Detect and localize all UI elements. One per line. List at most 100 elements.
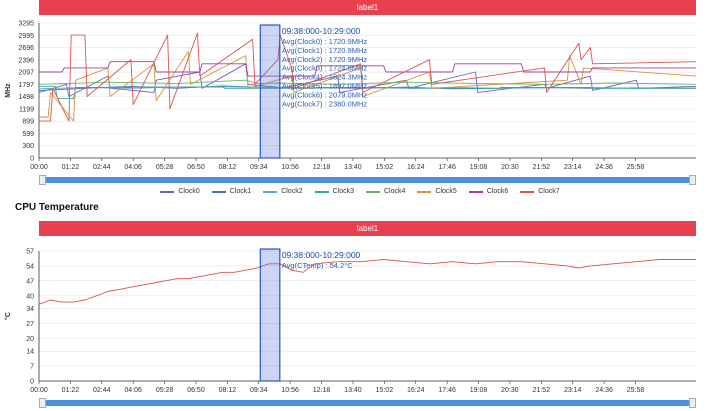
y-tick-label: 2097 <box>18 70 34 77</box>
legend-label: Clock5 <box>435 188 457 195</box>
bottom-scroller-left-handle[interactable] <box>39 398 46 408</box>
x-tick-label: 20:30 <box>501 164 519 171</box>
y-tick-label: 0 <box>30 156 34 163</box>
legend-item-clock3[interactable]: Clock3 <box>314 188 354 195</box>
top-range-scroller[interactable] <box>39 175 696 185</box>
x-tick-label: 17:46 <box>438 164 456 171</box>
x-tick-label: 21:52 <box>533 164 551 171</box>
legend-swatch <box>366 190 380 193</box>
x-tick-label: 00:00 <box>30 164 48 171</box>
y-tick-label: 47 <box>26 278 34 285</box>
series-line-clock4 <box>38 79 697 85</box>
tooltip-line: Avg(Clock5) : 1897.0MHz <box>282 82 368 91</box>
tooltip-line: Avg(Clock6) : 2079.0MHz <box>282 90 368 99</box>
x-tick-label: 24:36 <box>595 387 613 394</box>
x-tick-label: 02:44 <box>93 164 111 171</box>
series-line-clock6 <box>39 61 696 77</box>
x-tick-label: 24:36 <box>595 164 613 171</box>
top-scroller-track[interactable] <box>45 177 690 183</box>
section-heading-cpu-temperature: CPU Temperature <box>15 202 99 213</box>
x-tick-label: 01:22 <box>62 387 80 394</box>
y-tick-label: 40 <box>26 293 34 300</box>
x-tick-label: 06:50 <box>187 387 205 394</box>
y-tick-label: 1797 <box>18 82 34 89</box>
x-tick-label: 21:52 <box>533 387 551 394</box>
series-line-clock3 <box>39 85 696 100</box>
y-tick-label: 1498 <box>18 94 34 101</box>
x-tick-label: 17:46 <box>438 387 456 394</box>
y-tick-label: 300 <box>22 143 34 150</box>
x-tick-label: 09:34 <box>250 164 268 171</box>
legend-label: Clock2 <box>281 188 303 195</box>
y-tick-label: 7 <box>30 364 34 371</box>
x-tick-label: 04:06 <box>124 164 142 171</box>
top-scroller-left-handle[interactable] <box>39 175 46 185</box>
series-line-clock7 <box>39 32 697 122</box>
x-tick-label: 12:18 <box>313 164 331 171</box>
tooltip-line: Avg(CTemp) : 54.2°C <box>282 261 353 270</box>
x-tick-label: 05:28 <box>156 164 174 171</box>
y-tick-label: 899 <box>22 119 34 126</box>
x-tick-label: 09:34 <box>250 387 268 394</box>
x-tick-label: 13:40 <box>344 387 362 394</box>
legend-swatch <box>314 190 329 193</box>
x-tick-label: 15:02 <box>376 387 394 394</box>
legend-swatch <box>468 190 483 193</box>
legend-swatch <box>160 190 175 193</box>
x-tick-label: 19:08 <box>470 387 488 394</box>
tooltip-line: Avg(Clock1) : 1720.9MHz <box>282 46 368 55</box>
y-tick-label: 2995 <box>18 33 34 40</box>
bottom-scroller-track[interactable] <box>45 400 690 406</box>
x-tick-label: 25:58 <box>627 164 645 171</box>
bottom-scroller-right-handle[interactable] <box>689 398 696 408</box>
tooltip-line: Avg(Clock4) : 1824.3MHz <box>282 73 368 82</box>
legend-label: Clock1 <box>229 188 252 195</box>
cpu-temperature-chart: 0 7 14 20 27 34 40 47 54 57 °C 00:00 01:22 02:44 04:06… <box>4 248 696 394</box>
selection-highlight <box>259 24 281 159</box>
series-line-ctemp <box>38 259 696 305</box>
legend-item-clock1[interactable]: Clock1 <box>211 188 252 195</box>
x-tick-label: 02:44 <box>93 387 111 394</box>
x-tick-label: 08:12 <box>219 387 237 394</box>
x-tick-label: 23:14 <box>564 387 582 394</box>
legend-item-clock6[interactable]: Clock6 <box>468 188 509 195</box>
bottom-range-scroller[interactable] <box>39 398 696 408</box>
legend-swatch <box>211 190 226 193</box>
x-tick-label: 08:12 <box>219 164 237 171</box>
y-tick-label: 599 <box>22 131 34 138</box>
legend-item-clock4[interactable]: Clock4 <box>366 188 405 195</box>
x-tick-label: 00:00 <box>30 387 48 394</box>
tooltip-range: 09:38:000-10:29:000 <box>282 250 361 260</box>
x-tick-label: 04:06 <box>124 387 142 394</box>
legend: Clock0 Clock1 Clock2 Clock3 Clock4 Clock5 Cloc… <box>0 188 720 195</box>
legend-item-clock7[interactable]: Clock7 <box>520 188 560 195</box>
top-scroller-right-handle[interactable] <box>689 175 696 185</box>
x-tick-label: 19:08 <box>470 164 488 171</box>
legend-item-clock5[interactable]: Clock5 <box>417 188 457 195</box>
y-tick-label: 54 <box>26 263 34 270</box>
y-tick-label: 27 <box>26 321 34 328</box>
y-tick-label: 57 <box>26 249 34 256</box>
y-tick-label: 0 <box>30 379 34 386</box>
legend-item-clock0[interactable]: Clock0 <box>160 188 200 195</box>
tooltip-line: Avg(Clock7) : 2380.0MHz <box>282 99 368 108</box>
legend-swatch <box>520 190 535 193</box>
x-tick-label: 15:02 <box>376 164 394 171</box>
legend-label: Clock4 <box>384 188 406 195</box>
top-label-bar: label1 <box>39 0 696 15</box>
x-tick-label: 01:22 <box>62 164 80 171</box>
bottom-label-bar: label1 <box>39 221 696 236</box>
legend-label: Clock6 <box>486 188 509 195</box>
tooltip-range: 09:38:000-10:29:000 <box>282 26 361 36</box>
legend-label: Clock3 <box>332 188 354 195</box>
y-axis-label: MHz <box>5 83 12 98</box>
x-tick-label: 25:58 <box>627 387 645 394</box>
legend-swatch <box>417 190 432 193</box>
x-tick-label: 05:28 <box>156 387 174 394</box>
y-tick-label: 34 <box>26 306 34 313</box>
legend-label: Clock0 <box>178 188 200 195</box>
legend-item-clock2[interactable]: Clock2 <box>263 188 303 195</box>
y-tick-label: 2396 <box>18 57 34 64</box>
y-axis-label: °C <box>4 312 12 320</box>
x-tick-label: 16:24 <box>407 164 425 171</box>
